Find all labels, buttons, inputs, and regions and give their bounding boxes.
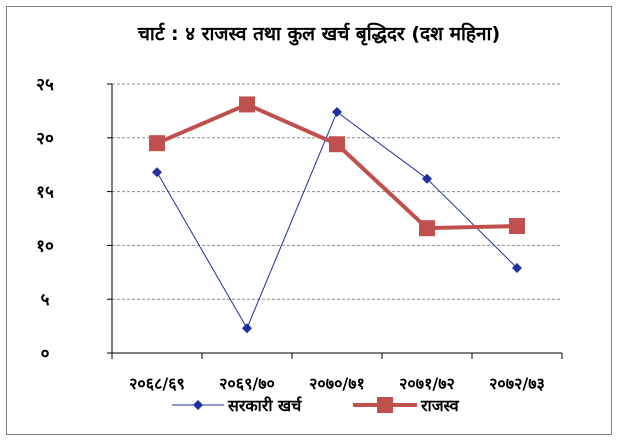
series-line: [156, 102, 518, 231]
legend-label: राजस्व: [420, 396, 460, 415]
data-point: [329, 136, 345, 153]
y-tick-label: २०: [36, 129, 54, 149]
data-point: [509, 218, 525, 235]
y-tick-label: ०: [41, 344, 50, 364]
chart-title: चार्ट : ४ राजस्व तथा कुल खर्च बृद्धिदर (…: [137, 22, 500, 46]
legend-label: सरकारी खर्च: [227, 396, 302, 415]
data-point: [332, 106, 342, 117]
chart-frame: चार्ट : ४ राजस्व तथा कुल खर्च बृद्धिदर (…: [6, 6, 612, 435]
data-point: [239, 96, 255, 113]
data-point: [419, 220, 435, 237]
legend-marker: [377, 397, 393, 413]
y-tick-label: १०: [36, 236, 54, 256]
data-point: [422, 173, 432, 184]
y-tick-label: १५: [36, 183, 54, 203]
data-point: [512, 262, 522, 273]
x-tick-label: २०६८/६९: [129, 374, 185, 393]
x-tick-label: २०७१/७२: [399, 374, 455, 393]
data-point: [242, 323, 252, 334]
plot-area: ० ५ १० १५ २० २५ २०६८/६९ २०६९/७० २०७०/७१ २०७१/७२ २०…: [36, 75, 563, 393]
x-tick-label: २०७०/७१: [309, 374, 365, 393]
y-tick-label: ५: [41, 290, 50, 310]
legend-marker: [193, 400, 203, 410]
x-tick-label: २०७२/७३: [489, 374, 545, 393]
legend: सरकारी खर्च राजस्व: [172, 396, 460, 415]
line-chart: चार्ट : ४ राजस्व तथा कुल खर्च बृद्धिदर (…: [36, 22, 563, 415]
data-point: [152, 167, 162, 178]
data-point: [149, 135, 165, 152]
x-tick-label: २०६९/७०: [219, 374, 275, 393]
y-tick-label: २५: [36, 75, 54, 95]
